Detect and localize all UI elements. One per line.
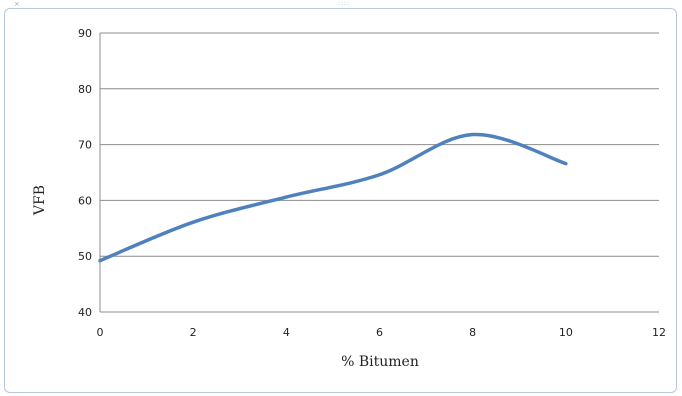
x-tick-label: 2 bbox=[190, 326, 197, 339]
y-axis-title: VFB bbox=[32, 185, 48, 216]
x-tick-label: 6 bbox=[376, 326, 383, 339]
y-tick-label: 70 bbox=[78, 139, 92, 152]
axes bbox=[99, 33, 659, 313]
series-layer bbox=[98, 132, 568, 263]
y-tick-labels: 40 50 60 70 80 90 bbox=[78, 27, 92, 319]
gridlines bbox=[100, 32, 659, 257]
y-tick-label: 90 bbox=[78, 27, 92, 40]
series-line bbox=[98, 132, 568, 263]
y-tick-label: 80 bbox=[78, 83, 92, 96]
x-tick-labels: 0 2 4 6 8 10 12 bbox=[97, 326, 667, 339]
corner-mark-icon: × bbox=[14, 0, 20, 8]
x-tick-label: 10 bbox=[559, 326, 573, 339]
x-tick-label: 0 bbox=[97, 326, 104, 339]
x-tick-label: 12 bbox=[652, 326, 666, 339]
resize-grip-icon[interactable]: :::: bbox=[337, 0, 351, 7]
x-axis-title: % Bitumen bbox=[341, 354, 419, 370]
x-tick-label: 8 bbox=[469, 326, 476, 339]
y-tick-label: 50 bbox=[78, 250, 92, 263]
y-tick-label: 40 bbox=[78, 306, 92, 319]
y-tick-label: 60 bbox=[78, 194, 92, 207]
x-tick-label: 4 bbox=[283, 326, 290, 339]
